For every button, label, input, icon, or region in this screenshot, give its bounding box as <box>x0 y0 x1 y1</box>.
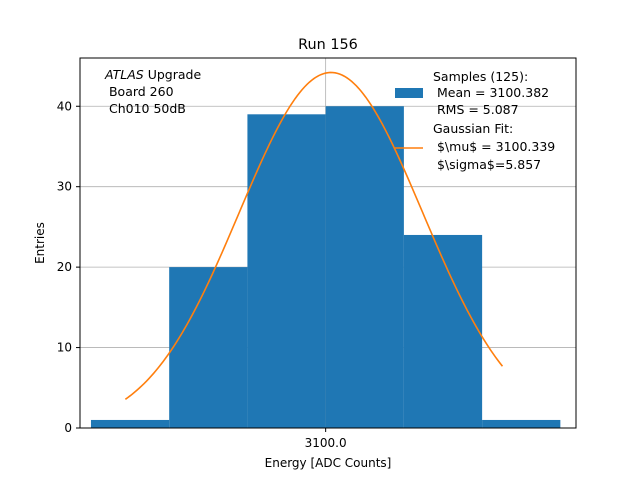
y-axis-label: Entries <box>33 222 47 264</box>
histogram-bar <box>90 419 170 428</box>
gaussian-fit-line <box>124 71 504 400</box>
legend-samples-line-3: RMS = 5.087 <box>433 102 519 117</box>
annotation-line-3: Ch010 50dB <box>105 101 186 116</box>
x-tick-label: 3100.0 <box>305 436 347 450</box>
y-tick-label: 10 <box>57 341 72 355</box>
x-axis-label: Energy [ADC Counts] <box>265 456 392 470</box>
legend-fit-line-3: $\sigma$=5.857 <box>433 157 541 172</box>
legend-samples-line-2: Mean = 3100.382 <box>433 85 549 100</box>
y-tick-label: 40 <box>57 99 72 113</box>
histogram-bars <box>90 106 561 429</box>
annotation-upgrade: Upgrade <box>144 67 202 82</box>
axis-ticks: 0 10 20 30 40 3100.0 <box>57 99 347 450</box>
gaussian-fit <box>124 71 504 400</box>
y-tick-label: 20 <box>57 260 72 274</box>
legend-samples-line-1: Samples (125): <box>433 69 528 84</box>
plot-frame <box>79 57 577 429</box>
histogram-bar <box>325 106 404 429</box>
run-annotation: ATLAS Upgrade Board 260 Ch010 50dB <box>104 67 201 116</box>
legend-swatch-samples <box>395 88 423 98</box>
histogram-bar <box>482 419 561 428</box>
chart-title: Run 156 <box>298 37 358 53</box>
annotation-experiment: ATLAS <box>104 67 144 82</box>
histogram-bar <box>403 234 483 428</box>
histogram-bar <box>247 114 326 428</box>
histogram-bar <box>169 267 248 428</box>
y-tick-label: 30 <box>57 180 72 194</box>
legend: Samples (125): Mean = 3100.382 RMS = 5.0… <box>395 69 555 172</box>
annotation-line-1: ATLAS Upgrade <box>104 67 201 82</box>
legend-fit-line-1: Gaussian Fit: <box>433 121 513 136</box>
legend-fit-line-2: $\mu$ = 3100.339 <box>433 139 555 154</box>
annotation-line-2: Board 260 <box>105 84 174 99</box>
y-tick-label: 0 <box>64 421 72 435</box>
